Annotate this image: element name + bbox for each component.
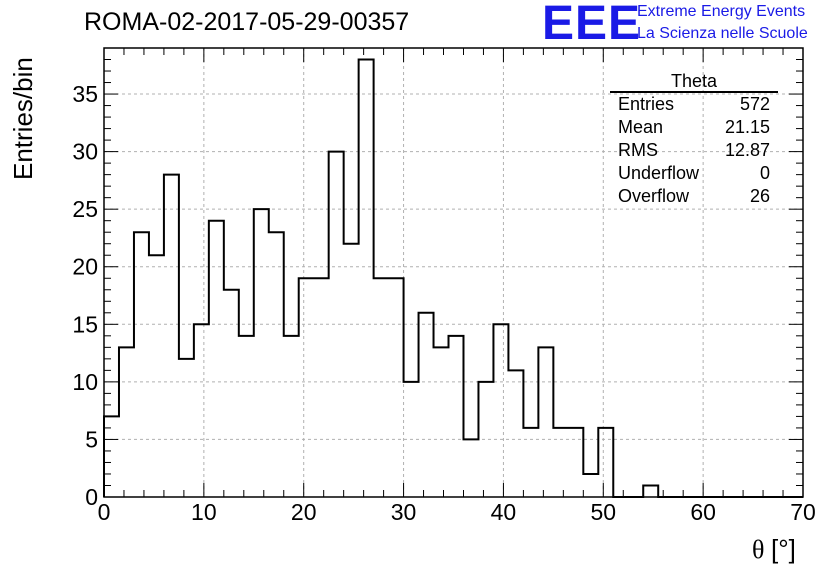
histogram-bar <box>224 290 239 497</box>
stats-row-entries: Entries 572 <box>610 93 778 116</box>
histogram-bar <box>463 439 478 497</box>
histogram-bar <box>179 359 194 497</box>
histogram-bar <box>149 255 164 497</box>
logo-line-1: Extreme Energy Events <box>637 3 806 20</box>
histogram-bar <box>134 232 149 497</box>
histogram-bar <box>344 244 359 497</box>
histogram-bar <box>194 324 209 497</box>
stats-box: Theta Entries 572 Mean 21.15 RMS 12.87 Unde… <box>610 72 778 208</box>
stats-label: Mean <box>618 117 664 137</box>
histogram-bar <box>508 370 523 497</box>
x-tick-label: 40 <box>491 499 517 525</box>
histogram-bar <box>329 152 344 497</box>
stats-label: Overflow <box>618 186 690 206</box>
stats-row-underflow: Underflow 0 <box>610 162 778 185</box>
y-tick-label: 10 <box>72 369 98 395</box>
stats-value: 572 <box>739 94 770 114</box>
logo-line-2: La Scienza nelle Scuole <box>637 25 808 42</box>
histogram-bar <box>538 347 553 497</box>
stats-value: 12.87 <box>724 140 770 160</box>
x-axis-unit: [°] <box>770 534 796 564</box>
y-tick-label: 30 <box>72 139 98 165</box>
stats-label: Entries <box>618 94 675 114</box>
stats-title: Theta <box>610 72 778 93</box>
stats-value: 21.15 <box>724 117 770 137</box>
histogram-bar <box>164 175 179 497</box>
histogram-bar <box>434 347 449 497</box>
y-tick-label: 0 <box>85 484 98 510</box>
stats-row-overflow: Overflow 26 <box>610 185 778 208</box>
histogram-bar <box>583 474 598 497</box>
stats-value: 0 <box>759 163 770 183</box>
histogram-bar <box>419 313 434 497</box>
stats-label: Underflow <box>618 163 700 183</box>
histogram-bar <box>269 232 284 497</box>
y-axis-label: Entries/bin <box>8 57 38 180</box>
x-axis-label: θ [°] <box>752 534 796 565</box>
histogram-bar <box>284 336 299 497</box>
y-tick-label: 5 <box>85 426 98 452</box>
histogram-bar <box>209 221 224 497</box>
histogram-bar <box>568 428 583 497</box>
x-tick-label: 20 <box>291 499 317 525</box>
y-tick-label: 35 <box>72 81 98 107</box>
stats-row-rms: RMS 12.87 <box>610 139 778 162</box>
y-tick-label: 20 <box>72 254 98 280</box>
histogram-bar <box>314 278 329 497</box>
histogram-bar <box>523 428 538 497</box>
histogram-bar <box>119 347 134 497</box>
histogram-bar <box>299 278 314 497</box>
x-tick-label: 10 <box>191 499 217 525</box>
x-axis-symbol: θ <box>752 535 765 564</box>
y-tick-label: 15 <box>72 311 98 337</box>
stats-row-mean: Mean 21.15 <box>610 116 778 139</box>
histogram-bar <box>478 382 493 497</box>
x-tick-label: 60 <box>690 499 716 525</box>
histogram-bar <box>359 60 374 497</box>
histogram-bar <box>493 324 508 497</box>
histogram-bar <box>449 336 464 497</box>
y-tick-label: 25 <box>72 196 98 222</box>
stats-value: 26 <box>749 186 770 206</box>
x-tick-label: 50 <box>590 499 616 525</box>
histogram-bar <box>104 416 119 497</box>
x-tick-label: 70 <box>790 499 816 525</box>
x-tick-label: 30 <box>391 499 417 525</box>
histogram-bar <box>374 278 389 497</box>
histogram-bar <box>254 209 269 497</box>
eee-logo: EEE <box>542 0 642 50</box>
histogram-bar <box>239 336 254 497</box>
chart-title: ROMA-02-2017-05-29-00357 <box>84 8 410 36</box>
histogram-bar <box>598 428 613 497</box>
histogram-bar <box>553 428 568 497</box>
histogram-bar <box>389 278 404 497</box>
plot-frame <box>103 47 804 498</box>
histogram-bar <box>643 485 658 497</box>
stats-label: RMS <box>618 140 658 160</box>
x-tick-label: 0 <box>98 499 111 525</box>
